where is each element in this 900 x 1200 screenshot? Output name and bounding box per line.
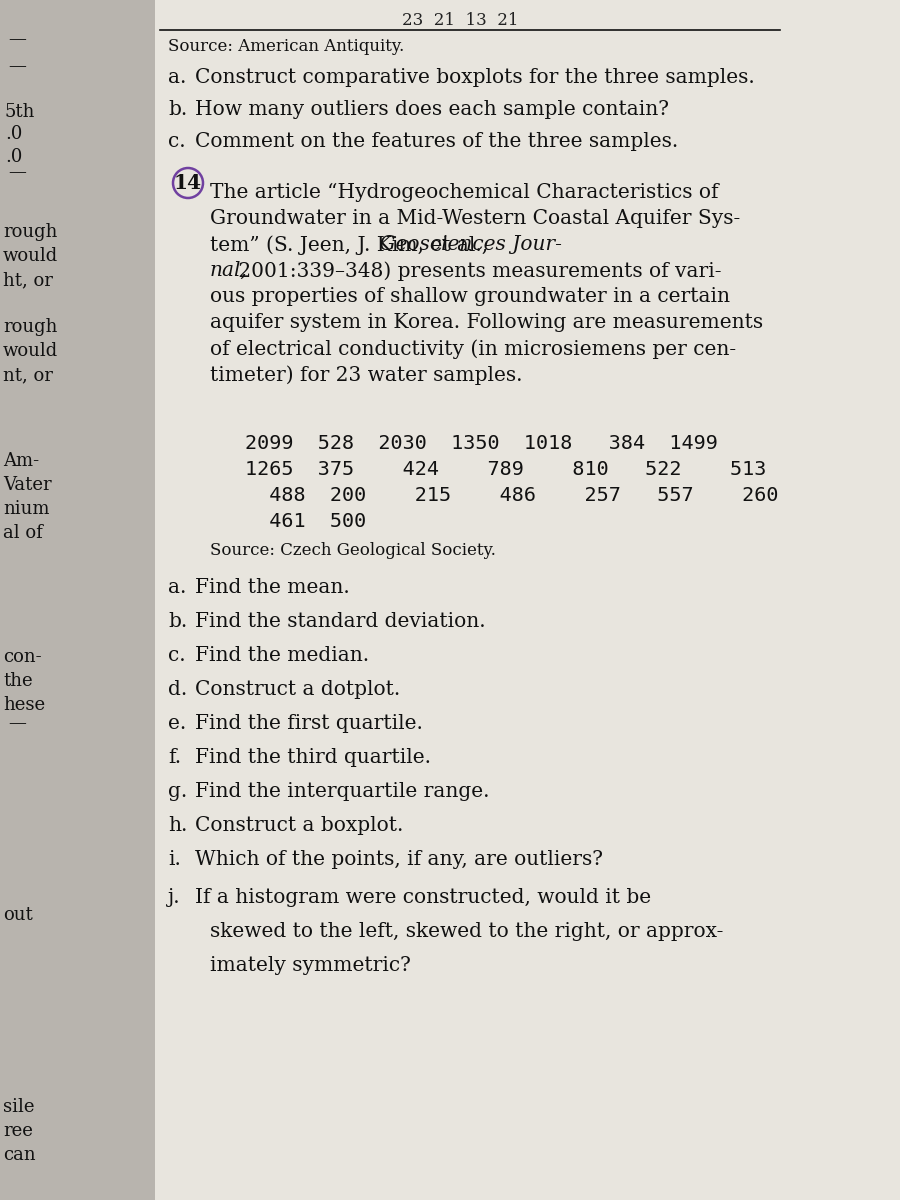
Text: Source: Czech Geological Society.: Source: Czech Geological Society. xyxy=(210,542,496,559)
Text: a.: a. xyxy=(168,578,186,596)
Text: —: — xyxy=(8,163,26,181)
Text: con-: con- xyxy=(3,648,41,666)
Text: If a histogram were constructed, would it be: If a histogram were constructed, would i… xyxy=(195,888,651,907)
Text: al of: al of xyxy=(3,524,43,542)
Text: of electrical conductivity (in microsiemens per cen-: of electrical conductivity (in microsiem… xyxy=(210,338,736,359)
Text: f.: f. xyxy=(168,748,181,767)
Text: d.: d. xyxy=(168,680,187,698)
Text: 461  500: 461 500 xyxy=(245,512,366,530)
Text: 23  21  13  21: 23 21 13 21 xyxy=(401,12,518,29)
Text: hese: hese xyxy=(3,696,45,714)
Text: —: — xyxy=(8,56,26,74)
Text: 1265  375    424    789    810   522    513: 1265 375 424 789 810 522 513 xyxy=(245,460,767,479)
Text: Find the standard deviation.: Find the standard deviation. xyxy=(195,612,486,631)
Text: Find the mean.: Find the mean. xyxy=(195,578,350,596)
Text: 488  200    215    486    257   557    260: 488 200 215 486 257 557 260 xyxy=(245,486,778,505)
Text: timeter) for 23 water samples.: timeter) for 23 water samples. xyxy=(210,365,523,385)
Text: c.: c. xyxy=(168,132,185,151)
Text: 2001:339–348) presents measurements of vari-: 2001:339–348) presents measurements of v… xyxy=(231,260,721,281)
Text: Geosciences Jour-: Geosciences Jour- xyxy=(373,235,562,254)
Text: .0: .0 xyxy=(5,125,22,143)
Text: How many outliers does each sample contain?: How many outliers does each sample conta… xyxy=(195,100,669,119)
Text: 14: 14 xyxy=(174,173,203,193)
Text: 5th: 5th xyxy=(5,103,35,121)
Text: —: — xyxy=(8,30,26,48)
Text: Which of the points, if any, are outliers?: Which of the points, if any, are outlier… xyxy=(195,850,603,869)
Text: imately symmetric?: imately symmetric? xyxy=(210,956,411,974)
Text: tem” (S. Jeen, J. Kim, et al.,: tem” (S. Jeen, J. Kim, et al., xyxy=(210,235,488,254)
Text: Groundwater in a Mid-Western Coastal Aquifer Sys-: Groundwater in a Mid-Western Coastal Aqu… xyxy=(210,209,740,228)
Text: nt, or: nt, or xyxy=(3,366,53,384)
Text: ht, or: ht, or xyxy=(3,271,53,289)
Text: rough: rough xyxy=(3,318,58,336)
Text: The article “Hydrogeochemical Characteristics of: The article “Hydrogeochemical Characteri… xyxy=(210,182,718,202)
Text: Source: American Antiquity.: Source: American Antiquity. xyxy=(168,38,404,55)
Text: ree: ree xyxy=(3,1122,33,1140)
Text: c.: c. xyxy=(168,646,185,665)
Text: Find the first quartile.: Find the first quartile. xyxy=(195,714,423,733)
Text: out: out xyxy=(3,906,32,924)
Text: Comment on the features of the three samples.: Comment on the features of the three sam… xyxy=(195,132,679,151)
Text: Find the interquartile range.: Find the interquartile range. xyxy=(195,782,490,802)
Text: a.: a. xyxy=(168,68,186,86)
Text: would: would xyxy=(3,247,58,265)
Text: Vater: Vater xyxy=(3,476,51,494)
Text: —: — xyxy=(8,714,26,732)
Text: sile: sile xyxy=(3,1098,34,1116)
Text: the: the xyxy=(3,672,32,690)
Text: nium: nium xyxy=(3,500,50,518)
Text: j.: j. xyxy=(168,888,181,907)
Text: ous properties of shallow groundwater in a certain: ous properties of shallow groundwater in… xyxy=(210,287,730,306)
Text: nal,: nal, xyxy=(210,260,248,280)
Text: rough: rough xyxy=(3,223,58,241)
Text: g.: g. xyxy=(168,782,187,802)
Text: Find the median.: Find the median. xyxy=(195,646,369,665)
Text: can: can xyxy=(3,1146,36,1164)
Text: i.: i. xyxy=(168,850,181,869)
Text: b.: b. xyxy=(168,612,187,631)
Text: e.: e. xyxy=(168,714,186,733)
Text: skewed to the left, skewed to the right, or approx-: skewed to the left, skewed to the right,… xyxy=(210,922,724,941)
Text: aquifer system in Korea. Following are measurements: aquifer system in Korea. Following are m… xyxy=(210,313,763,332)
Text: Construct comparative boxplots for the three samples.: Construct comparative boxplots for the t… xyxy=(195,68,755,86)
Bar xyxy=(155,0,900,1200)
Text: b.: b. xyxy=(168,100,187,119)
Text: Construct a boxplot.: Construct a boxplot. xyxy=(195,816,403,835)
Text: 2099  528  2030  1350  1018   384  1499: 2099 528 2030 1350 1018 384 1499 xyxy=(245,434,718,452)
Text: Am-: Am- xyxy=(3,452,39,470)
Text: would: would xyxy=(3,342,58,360)
Text: Find the third quartile.: Find the third quartile. xyxy=(195,748,431,767)
Text: Construct a dotplot.: Construct a dotplot. xyxy=(195,680,400,698)
Text: .0: .0 xyxy=(5,148,22,166)
Text: h.: h. xyxy=(168,816,187,835)
